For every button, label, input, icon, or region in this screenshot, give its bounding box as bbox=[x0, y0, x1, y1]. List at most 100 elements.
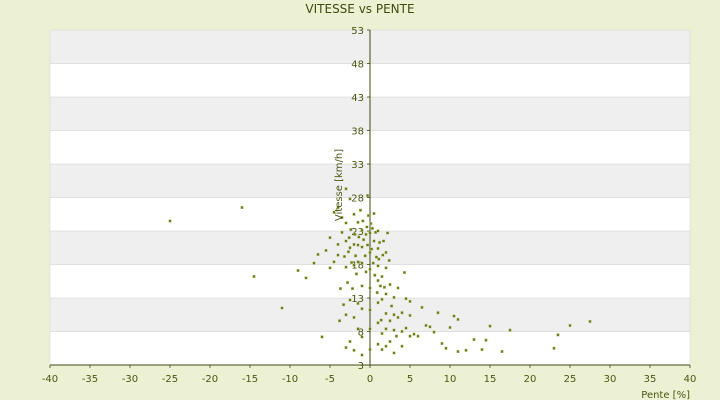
chart-title: VITESSE vs PENTE bbox=[305, 2, 415, 16]
data-point bbox=[344, 239, 348, 243]
data-point bbox=[316, 252, 320, 256]
data-point bbox=[390, 304, 394, 308]
data-point bbox=[344, 221, 348, 225]
data-point bbox=[408, 334, 412, 338]
data-point bbox=[384, 344, 388, 348]
x-tick-label: -30 bbox=[122, 374, 138, 385]
data-point bbox=[392, 351, 396, 355]
data-point bbox=[366, 193, 370, 197]
data-point bbox=[240, 206, 244, 210]
data-point bbox=[352, 315, 356, 319]
data-point bbox=[356, 260, 360, 264]
data-point bbox=[348, 246, 352, 250]
data-point bbox=[340, 230, 344, 234]
y-tick-label: 38 bbox=[351, 127, 364, 138]
data-point bbox=[380, 332, 384, 336]
data-point bbox=[352, 263, 356, 267]
data-point bbox=[400, 344, 404, 348]
data-point bbox=[354, 254, 358, 258]
x-tick-label: 35 bbox=[644, 374, 657, 385]
data-point bbox=[346, 250, 350, 254]
y-tick-label: 23 bbox=[351, 227, 364, 238]
data-point bbox=[371, 261, 375, 265]
data-point bbox=[344, 313, 348, 317]
data-point bbox=[361, 219, 365, 223]
y-tick-label: 43 bbox=[351, 93, 364, 104]
data-point bbox=[358, 208, 362, 212]
data-point bbox=[370, 247, 374, 251]
data-point bbox=[338, 319, 342, 323]
data-point bbox=[360, 307, 364, 311]
data-point bbox=[404, 297, 408, 301]
data-point bbox=[350, 287, 354, 291]
data-point bbox=[336, 242, 340, 246]
data-point bbox=[420, 305, 424, 309]
data-point bbox=[428, 325, 432, 329]
data-point bbox=[452, 314, 456, 318]
data-point bbox=[349, 228, 353, 232]
data-point bbox=[378, 240, 382, 244]
data-point bbox=[400, 330, 404, 334]
x-tick-label: -15 bbox=[242, 374, 258, 385]
data-point bbox=[360, 353, 364, 357]
data-point bbox=[484, 338, 488, 342]
data-point bbox=[388, 340, 392, 344]
data-point bbox=[368, 327, 372, 331]
data-point bbox=[404, 326, 408, 330]
data-point bbox=[376, 321, 380, 325]
data-point bbox=[304, 276, 308, 280]
data-point bbox=[444, 346, 448, 350]
data-point bbox=[357, 235, 361, 239]
data-point bbox=[384, 327, 388, 331]
data-point bbox=[360, 335, 364, 339]
data-point bbox=[360, 261, 364, 265]
data-point bbox=[364, 232, 368, 236]
data-point bbox=[368, 231, 372, 235]
data-point bbox=[500, 350, 504, 354]
data-point bbox=[348, 298, 352, 302]
data-point bbox=[379, 318, 383, 322]
data-point bbox=[356, 327, 360, 331]
data-point bbox=[424, 323, 428, 327]
data-point bbox=[381, 253, 385, 257]
data-point bbox=[352, 212, 356, 216]
data-point bbox=[332, 260, 336, 264]
x-tick-label: 10 bbox=[444, 374, 457, 385]
data-point bbox=[380, 275, 384, 279]
data-point bbox=[280, 306, 284, 310]
x-tick-label: 30 bbox=[604, 374, 617, 385]
data-point bbox=[368, 250, 372, 254]
data-point bbox=[352, 242, 356, 246]
data-point bbox=[432, 330, 436, 334]
y-tick-label: 13 bbox=[351, 294, 364, 305]
data-point bbox=[356, 220, 360, 224]
x-tick-label: 0 bbox=[367, 374, 373, 385]
data-point bbox=[336, 253, 340, 257]
x-tick-label: 40 bbox=[684, 374, 697, 385]
data-point bbox=[377, 257, 381, 261]
data-point bbox=[402, 271, 406, 275]
data-point bbox=[332, 210, 336, 214]
data-point bbox=[388, 319, 392, 323]
data-point bbox=[382, 239, 386, 243]
y-tick-label: 53 bbox=[351, 26, 364, 37]
data-point bbox=[556, 333, 560, 337]
data-point bbox=[376, 229, 380, 233]
data-point bbox=[348, 340, 352, 344]
y-tick-label: 28 bbox=[351, 194, 364, 205]
data-point bbox=[388, 283, 392, 287]
y-tick-label: 33 bbox=[351, 160, 364, 171]
data-point bbox=[364, 270, 368, 274]
data-point bbox=[338, 287, 342, 291]
y-axis-label: Vitesse [km/h] bbox=[334, 149, 345, 221]
data-point bbox=[320, 335, 324, 339]
x-tick-label: -20 bbox=[202, 374, 218, 385]
y-tick-label: 8 bbox=[358, 328, 364, 339]
data-point bbox=[372, 239, 376, 243]
data-point bbox=[380, 348, 384, 352]
data-point bbox=[380, 297, 384, 301]
data-point bbox=[336, 206, 340, 210]
data-point bbox=[384, 266, 388, 270]
data-point bbox=[360, 245, 364, 249]
